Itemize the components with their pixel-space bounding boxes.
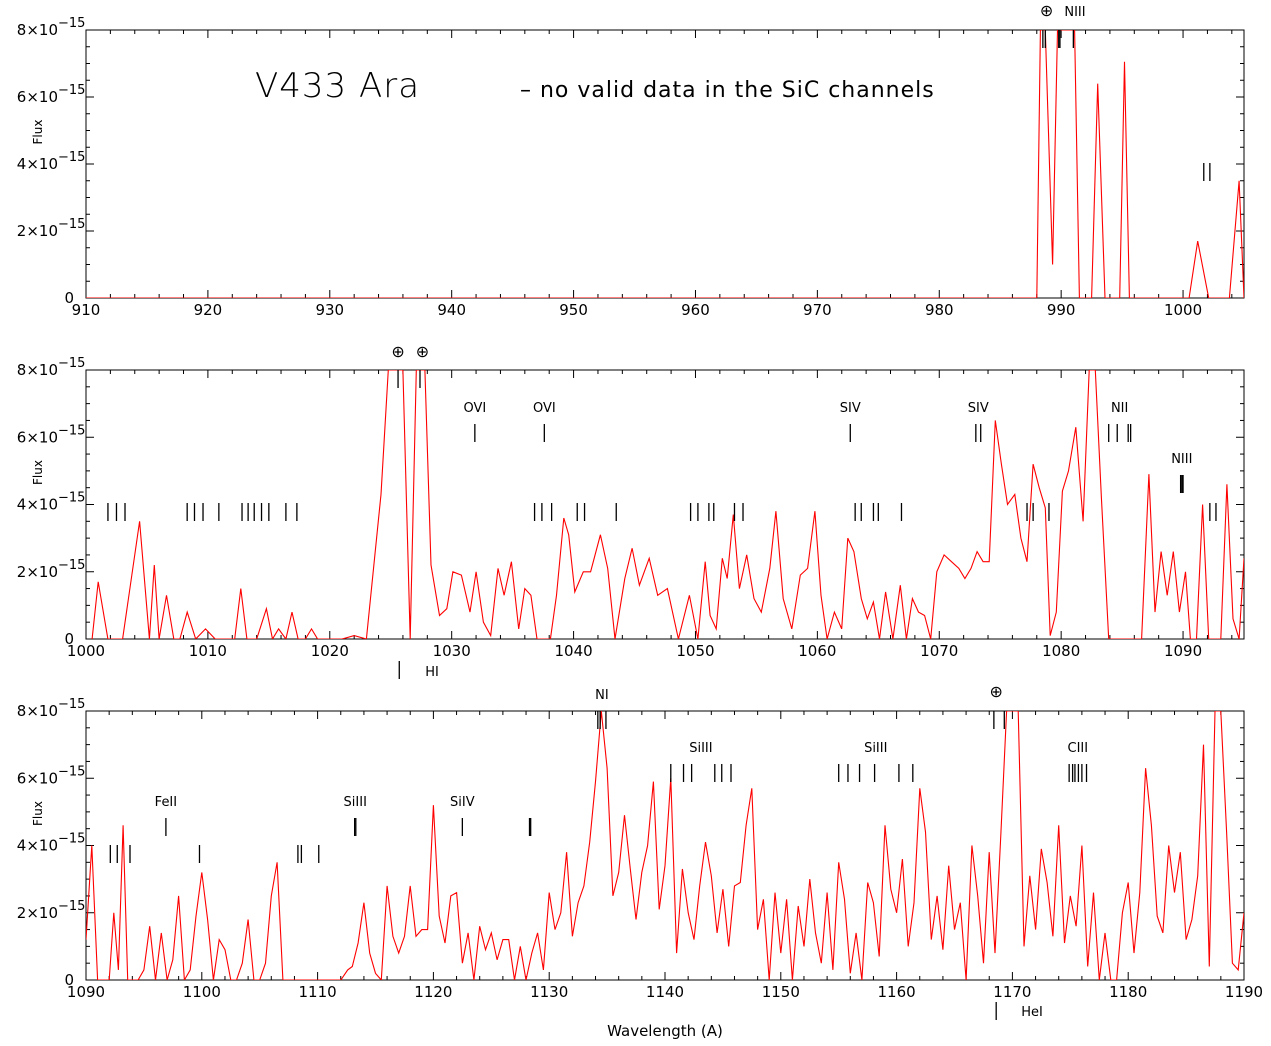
top-y-tick-exponent: −15 [58,16,85,31]
bottom-line-label: HeI [1021,1005,1043,1020]
bottom-y-axis-label: Flux [31,801,45,826]
top-spectrum-line [86,30,1244,298]
bottom-line-label: SiIV [450,795,475,810]
middle-x-tick-label: 1020 [311,642,349,660]
bottom-x-tick-label: 1190 [1225,983,1263,1001]
top-y-tick-label: 6×10 [17,88,58,106]
top-y-tick-label: 2×10 [17,222,58,240]
bottom-line-label: FeII [155,795,177,810]
middle-y-tick-exponent: −15 [58,356,85,371]
middle-y-tick-exponent: −15 [58,491,85,506]
middle-y-tick-exponent: −15 [58,423,85,438]
middle-y-tick-label: 8×10 [17,361,58,379]
bottom-earth-marker-icon: ⊕ [989,682,1002,701]
middle-spectrum-line [91,370,1244,639]
top-earth-marker-icon: ⊕ [1040,1,1053,20]
middle-frame [85,369,1245,640]
middle-x-tick-label: 1040 [554,642,592,660]
middle-x-tick-label: 1070 [920,642,958,660]
bottom-y-tick-label: 2×10 [17,904,58,922]
x-axis-label: Wavelength (A) [607,1022,723,1040]
bottom-y-tick-label: 8×10 [17,702,58,720]
middle-y-tick-label: 4×10 [17,496,58,514]
bottom-x-tick-label: 1100 [183,983,221,1001]
middle-earth-marker-icon: ⊕ [416,342,429,361]
bottom-y-tick-exponent: −15 [58,832,85,847]
top-x-tick-label: 920 [194,301,223,319]
bottom-y-tick-label: 0 [64,971,74,989]
top-x-tick-label: 980 [925,301,954,319]
bottom-x-tick-label: 1170 [993,983,1031,1001]
middle-y-tick-label: 0 [64,630,74,648]
middle-line-label: NII [1111,401,1128,416]
bottom-y-tick-label: 4×10 [17,837,58,855]
middle-line-label: OVI [463,401,486,416]
middle-x-tick-label: 1010 [189,642,227,660]
bottom-line-label: SiIII [344,795,367,810]
bottom-x-tick-label: 1160 [878,983,916,1001]
top-y-tick-exponent: −15 [58,83,85,98]
middle-y-tick-label: 6×10 [17,428,58,446]
middle-earth-marker-icon: ⊕ [391,342,404,361]
bottom-y-tick-exponent: −15 [58,764,85,779]
top-x-tick-label: 970 [803,301,832,319]
middle-line-label: NIII [1171,452,1192,467]
top-x-tick-label: 910 [72,301,101,319]
top-x-tick-label: 950 [559,301,588,319]
bottom-x-tick-label: 1090 [67,983,105,1001]
top-y-tick-exponent: −15 [58,217,85,232]
middle-line-label: SIV [968,401,989,416]
middle-line-label: SIV [840,401,861,416]
middle-x-tick-label: 1050 [676,642,714,660]
top-x-tick-label: 930 [315,301,344,319]
top-x-tick-label: 1000 [1164,301,1202,319]
middle-line-label: OVI [533,401,556,416]
middle-x-tick-label: 1000 [67,642,105,660]
middle-y-axis-label: Flux [31,460,45,485]
top-y-tick-label: 0 [64,289,74,307]
top-x-tick-label: 990 [1047,301,1076,319]
bottom-y-tick-label: 6×10 [17,769,58,787]
middle-x-tick-label: 1080 [1042,642,1080,660]
bottom-panel: 1090 1100 1110 1120 1130 1140 1150 1160 1170 1180… [17,682,1263,1020]
top-line-label: NIII [1064,5,1085,20]
top-y-tick-exponent: −15 [58,150,85,165]
no-data-note: – no valid data in the SiC channels [520,78,935,103]
bottom-x-tick-label: 1120 [414,983,452,1001]
middle-x-tick-label: 1030 [433,642,471,660]
bottom-line-label: NI [595,688,609,703]
bottom-x-tick-label: 1110 [299,983,337,1001]
bottom-line-label: CIII [1068,741,1089,756]
top-y-tick-label: 4×10 [17,155,58,173]
bottom-x-tick-label: 1130 [530,983,568,1001]
top-y-axis-label: Flux [31,120,45,145]
bottom-line-label: SiIII [689,741,712,756]
middle-panel: 1000 1010 1020 1030 1040 1050 1060 1070 1080 1090… [17,342,1245,680]
bottom-x-tick-label: 1150 [762,983,800,1001]
top-x-tick-label: 940 [437,301,466,319]
bottom-spectrum-line [86,711,1244,980]
bottom-y-tick-exponent: −15 [58,899,85,914]
bottom-x-tick-label: 1180 [1109,983,1147,1001]
top-y-tick-label: 8×10 [17,21,58,39]
middle-x-tick-label: 1060 [798,642,836,660]
bottom-line-label: SiIII [864,741,887,756]
bottom-y-tick-exponent: −15 [58,697,85,712]
top-x-tick-label: 960 [681,301,710,319]
middle-y-tick-exponent: −15 [58,558,85,573]
star-name-title: V433 Ara [255,66,420,106]
middle-line-label: HI [425,665,439,680]
bottom-x-tick-label: 1140 [646,983,684,1001]
middle-x-tick-label: 1090 [1164,642,1202,660]
middle-y-tick-label: 2×10 [17,563,58,581]
